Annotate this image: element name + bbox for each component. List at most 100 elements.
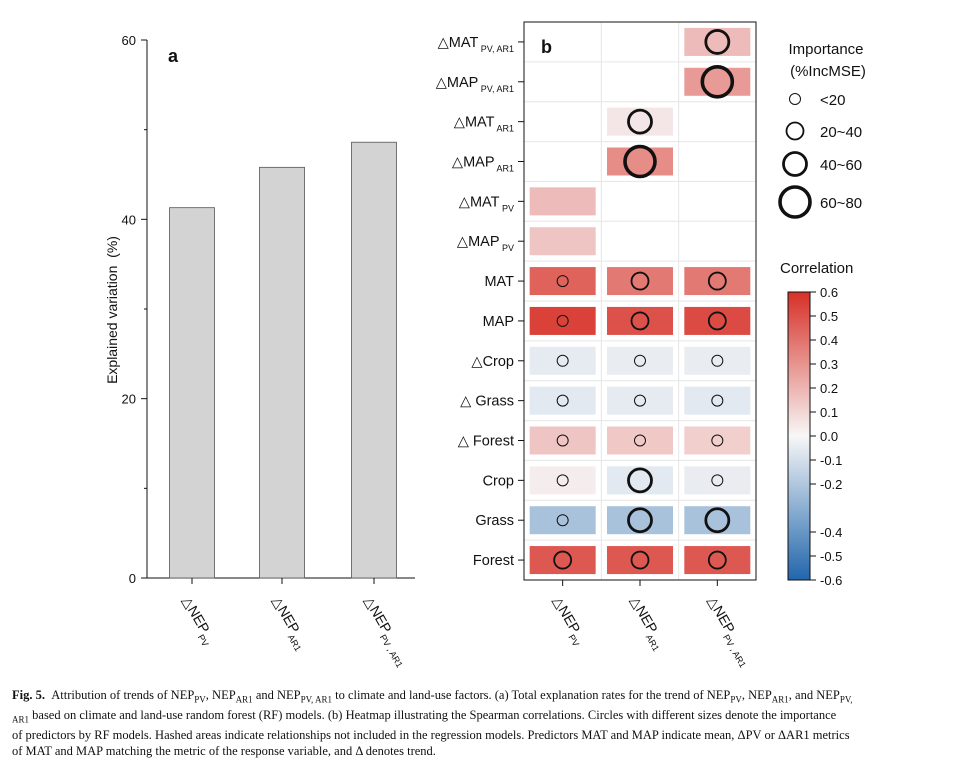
importance-circle xyxy=(627,108,653,135)
x-tick-label: △NEPPV , AR1 xyxy=(358,594,413,670)
importance-legend: Importance (%IncMSE) <20 20~40 40~60 60~80 xyxy=(778,41,866,219)
x-tick-label: △NEPAR1 xyxy=(266,594,312,653)
heatmap-cell xyxy=(529,426,596,455)
heatmap-cell xyxy=(684,426,751,455)
panel-b-label: b xyxy=(541,37,552,57)
importance-circle xyxy=(623,144,657,179)
row-label: △Crop xyxy=(471,354,514,370)
caption-subscript: AR1 xyxy=(235,694,253,705)
caption-subscript: AR1 xyxy=(12,714,30,725)
colorbar-tick-label: -0.4 xyxy=(820,525,842,540)
heatmap-cell xyxy=(606,107,673,136)
heatmap-cell xyxy=(606,546,673,575)
heatmap-cell xyxy=(529,386,596,415)
row-label: MAP xyxy=(483,314,514,330)
figure-5: a Explained variation (%) 0 20 40 60 △NEPPV… xyxy=(104,21,866,670)
panel-a-bar-chart: a Explained variation (%) 0 20 40 60 △NEPPV… xyxy=(104,33,415,669)
heatmap-cell xyxy=(529,267,596,296)
figure-caption: Fig. 5. Attribution of trends of NEPPV, … xyxy=(12,688,853,758)
heatmap-cell xyxy=(684,267,751,296)
heatmap-cell xyxy=(529,546,596,575)
y-axis-title: Explained variation (%) xyxy=(104,236,120,384)
heatmap-cell xyxy=(684,306,751,335)
legend-circle xyxy=(785,121,805,141)
legend-circle xyxy=(778,185,812,219)
heatmap-cell xyxy=(606,346,673,375)
importance-circle xyxy=(556,514,569,527)
row-label: △MAP PV xyxy=(457,234,514,253)
panel-b-heatmap: b △MAT PV, AR1 △MAP PV, AR1 △MAT AR1 △MAP A… xyxy=(436,21,757,670)
col-label: △NEPPV xyxy=(547,594,590,649)
row-label: Grass xyxy=(475,513,514,529)
importance-circle xyxy=(630,271,650,291)
heatmap-cell xyxy=(606,466,673,495)
colorbar-tick-label: 0.5 xyxy=(820,309,838,324)
heatmap-cell xyxy=(684,67,751,96)
legend-circle xyxy=(782,151,808,177)
y-tick-label: 0 xyxy=(129,571,136,586)
col-label: △NEPPV , AR1 xyxy=(701,594,756,670)
importance-circle xyxy=(707,271,727,291)
colorbar-tick-label: 0.1 xyxy=(820,405,838,420)
heatmap-cell xyxy=(684,506,751,535)
bar xyxy=(259,166,305,579)
heatmap-cell xyxy=(529,227,596,256)
heatmap-cell xyxy=(529,506,596,535)
heatmap-cell xyxy=(529,466,596,495)
colorbar-tick-label: -0.6 xyxy=(820,573,842,588)
colorbar-tick-label: -0.1 xyxy=(820,453,842,468)
importance-circle xyxy=(707,311,727,331)
y-tick-label: 20 xyxy=(122,392,136,407)
panel-a-label: a xyxy=(168,46,179,66)
importance-circle xyxy=(711,474,724,487)
legend-label: 40~60 xyxy=(820,157,862,174)
row-label: △ Forest xyxy=(458,433,514,449)
importance-circle xyxy=(711,394,724,407)
heatmap-cell xyxy=(606,426,673,455)
importance-circle xyxy=(556,474,569,487)
heatmap-cell xyxy=(606,147,673,176)
importance-circle xyxy=(633,434,646,447)
importance-circle xyxy=(633,394,646,407)
importance-circle xyxy=(556,354,569,367)
caption-label: Fig. 5. xyxy=(12,688,45,702)
importance-circle xyxy=(627,467,653,494)
importance-circle xyxy=(633,354,646,367)
x-tick-label: △NEPPV xyxy=(176,594,219,649)
colorbar-tick-label: 0.3 xyxy=(820,357,838,372)
row-label: MAT xyxy=(484,274,514,290)
heatmap-cell xyxy=(684,27,751,56)
heatmap-cell xyxy=(529,306,596,335)
importance-circle xyxy=(700,64,735,99)
colorbar-tick-label: 0.6 xyxy=(820,285,838,300)
colorbar-tick-label: 0.2 xyxy=(820,381,838,396)
legend-label: <20 xyxy=(820,92,845,109)
caption-subscript: PV xyxy=(194,694,206,705)
colorbar-tick-label: -0.2 xyxy=(820,477,842,492)
row-label: △MAT PV xyxy=(459,194,514,213)
importance-circle xyxy=(556,275,569,288)
row-label: △MAP AR1 xyxy=(452,154,514,173)
importance-circle xyxy=(556,394,569,407)
colorbar-title: Correlation xyxy=(780,260,853,277)
y-tick-label: 60 xyxy=(122,33,136,48)
importance-circle xyxy=(630,311,650,331)
heatmap-cell xyxy=(684,466,751,495)
heatmap-cell xyxy=(529,346,596,375)
y-tick-label: 40 xyxy=(122,212,136,227)
importance-legend-subtitle: (%IncMSE) xyxy=(790,63,866,80)
heatmap-cell xyxy=(606,386,673,415)
importance-circle xyxy=(704,507,731,534)
heatmap-cell xyxy=(606,506,673,535)
row-label: △MAT AR1 xyxy=(454,115,514,134)
colorbar-tick-label: 0.0 xyxy=(820,429,838,444)
caption-subscript: PV xyxy=(730,694,742,705)
importance-circle xyxy=(553,550,573,570)
importance-circle xyxy=(711,354,724,367)
colorbar-gradient xyxy=(787,291,811,581)
importance-circle xyxy=(627,507,653,534)
importance-circle xyxy=(707,550,727,570)
caption-subscript: PV, AR1 xyxy=(300,694,332,705)
row-label: △MAT PV, AR1 xyxy=(438,35,514,54)
correlation-colorbar: Correlation 0.6 0.5 0.4 0.3 0.2 0.1 0.0 -0.1 -0.… xyxy=(780,260,853,588)
